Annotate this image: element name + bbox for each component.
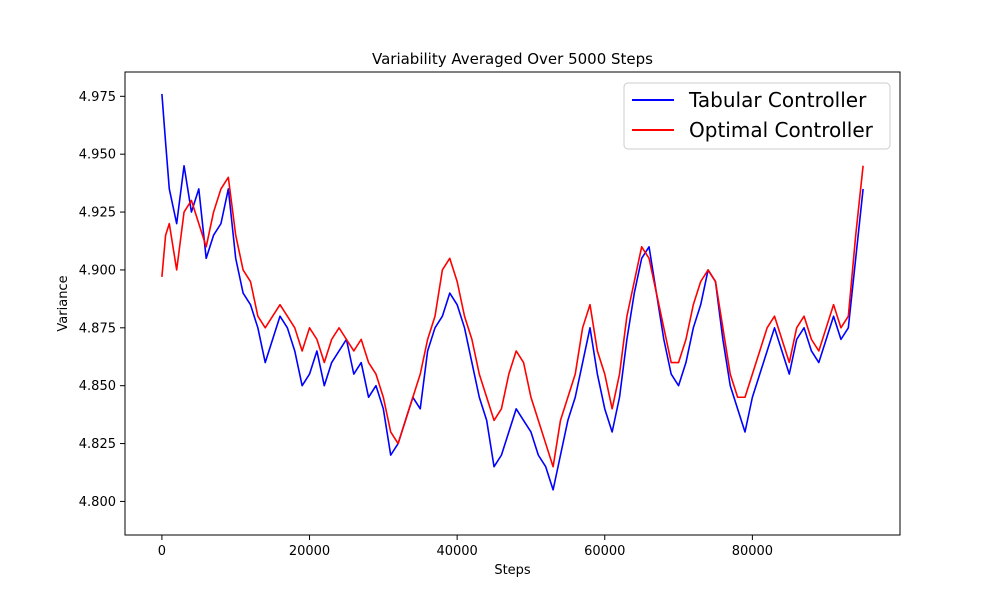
plot-frame — [124, 71, 901, 536]
series-line-optimal-controller — [161, 165, 864, 468]
y-axis: 4.800 4.825 4.850 4.875 4.900 4.925 4.950 4.975 — [79, 90, 125, 510]
legend: Tabular Controller Optimal Controller — [623, 82, 891, 150]
x-tick-label: 0 — [158, 544, 166, 559]
y-tick-label: 4.900 — [79, 263, 116, 278]
x-axis-label: Steps — [494, 563, 531, 578]
y-tick-label: 4.975 — [79, 90, 116, 105]
series-line-tabular-controller — [161, 93, 864, 491]
x-tick-label: 60000 — [584, 544, 625, 559]
y-tick-label: 4.850 — [79, 379, 116, 394]
series-layer — [161, 93, 864, 491]
y-tick-label: 4.825 — [79, 437, 116, 452]
legend-box — [623, 82, 891, 150]
legend-label: Optimal Controller — [689, 118, 874, 142]
legend-label: Tabular Controller — [688, 88, 867, 112]
chart-title: Variability Averaged Over 5000 Steps — [372, 50, 653, 68]
x-tick-label: 20000 — [289, 544, 330, 559]
x-axis: 0 20000 40000 60000 80000 — [158, 535, 773, 559]
y-tick-label: 4.925 — [79, 206, 116, 221]
y-tick-label: 4.800 — [79, 495, 116, 510]
x-tick-label: 40000 — [436, 544, 477, 559]
y-tick-label: 4.950 — [79, 148, 116, 163]
y-axis-label: Variance — [56, 275, 71, 331]
x-tick-label: 80000 — [732, 544, 773, 559]
y-tick-label: 4.875 — [79, 321, 116, 336]
